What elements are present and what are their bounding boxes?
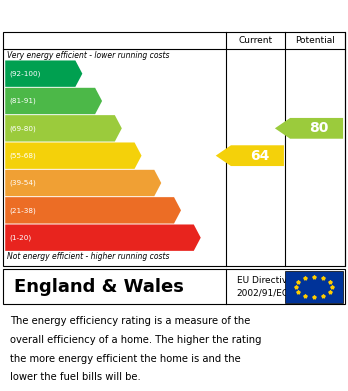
Text: (69-80): (69-80) bbox=[9, 125, 36, 132]
Text: 80: 80 bbox=[309, 121, 329, 135]
Text: 2002/91/EC: 2002/91/EC bbox=[237, 289, 289, 298]
Text: A: A bbox=[83, 67, 93, 80]
Polygon shape bbox=[5, 115, 122, 142]
Text: England & Wales: England & Wales bbox=[14, 278, 184, 296]
Text: F: F bbox=[182, 204, 191, 217]
Bar bbox=[285, 271, 343, 303]
Polygon shape bbox=[5, 88, 102, 114]
Polygon shape bbox=[5, 61, 82, 87]
Text: Current: Current bbox=[239, 36, 273, 45]
Polygon shape bbox=[5, 142, 142, 169]
Text: E: E bbox=[162, 176, 171, 190]
Text: (39-54): (39-54) bbox=[9, 180, 36, 186]
Polygon shape bbox=[5, 224, 201, 251]
Text: EU Directive: EU Directive bbox=[237, 276, 293, 285]
Text: Very energy efficient - lower running costs: Very energy efficient - lower running co… bbox=[7, 51, 169, 60]
Text: Energy Efficiency Rating: Energy Efficiency Rating bbox=[10, 7, 220, 23]
Text: lower the fuel bills will be.: lower the fuel bills will be. bbox=[10, 372, 141, 382]
Text: (1-20): (1-20) bbox=[9, 235, 32, 241]
Text: D: D bbox=[142, 149, 153, 162]
Text: G: G bbox=[201, 231, 212, 244]
Text: (55-68): (55-68) bbox=[9, 152, 36, 159]
Text: (92-100): (92-100) bbox=[9, 70, 41, 77]
Text: overall efficiency of a home. The higher the rating: overall efficiency of a home. The higher… bbox=[10, 335, 262, 345]
Polygon shape bbox=[275, 118, 343, 139]
Text: C: C bbox=[122, 122, 132, 135]
Text: Potential: Potential bbox=[295, 36, 335, 45]
Text: The energy efficiency rating is a measure of the: The energy efficiency rating is a measur… bbox=[10, 316, 251, 326]
Text: 64: 64 bbox=[250, 149, 269, 163]
Polygon shape bbox=[216, 145, 284, 166]
Text: the more energy efficient the home is and the: the more energy efficient the home is an… bbox=[10, 353, 241, 364]
Polygon shape bbox=[5, 197, 181, 224]
Text: Not energy efficient - higher running costs: Not energy efficient - higher running co… bbox=[7, 252, 169, 261]
Text: (81-91): (81-91) bbox=[9, 98, 36, 104]
Text: B: B bbox=[103, 95, 113, 108]
Polygon shape bbox=[5, 170, 161, 196]
Text: (21-38): (21-38) bbox=[9, 207, 36, 213]
